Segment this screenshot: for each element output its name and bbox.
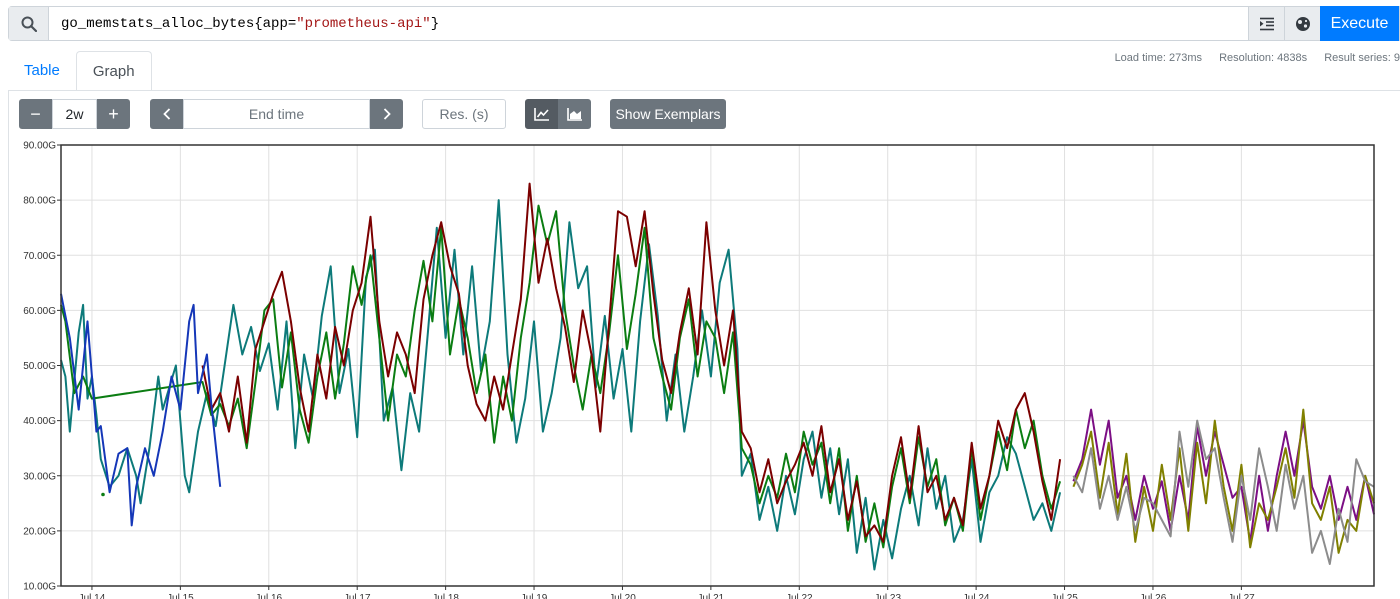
metrics-explorer-icon[interactable] [1284, 7, 1320, 40]
x-tick-label: Jul 23 [874, 593, 901, 599]
series-line-2 [201, 182, 1062, 543]
x-tick-label: Jul 26 [1140, 593, 1167, 599]
metric-name: go_memstats_alloc_bytes [61, 16, 255, 32]
y-tick-label: 80.00G [23, 196, 56, 207]
end-time-input[interactable]: End time [183, 99, 370, 129]
format-icon[interactable] [1248, 7, 1284, 40]
y-tick-label: 90.00G [23, 141, 56, 152]
search-icon[interactable] [9, 7, 49, 40]
x-tick-label: Jul 16 [255, 593, 282, 599]
tab-graph[interactable]: Graph [75, 51, 152, 91]
y-tick-label: 40.00G [23, 416, 56, 427]
series-line-6 [1072, 419, 1375, 565]
y-tick-label: 10.00G [23, 582, 56, 593]
single-point-marker [101, 492, 105, 497]
show-exemplars-button[interactable]: Show Exemplars [610, 99, 726, 129]
range-input[interactable]: 2w [52, 99, 97, 129]
line-chart-icon [533, 108, 549, 121]
x-tick-label: Jul 27 [1228, 593, 1255, 599]
label-name: app [262, 16, 288, 32]
x-tick-label: Jul 24 [963, 593, 990, 599]
graph-panel [8, 90, 1400, 599]
x-tick-label: Jul 17 [344, 593, 371, 599]
execute-button[interactable]: Execute [1320, 6, 1399, 41]
decrease-range-button[interactable]: − [19, 99, 52, 129]
x-tick-label: Jul 18 [432, 593, 459, 599]
plot-frame [60, 144, 1375, 587]
x-tick-label: Jul 20 [609, 593, 636, 599]
y-tick-label: 20.00G [23, 526, 56, 537]
increase-range-button[interactable]: + [97, 99, 130, 129]
chart-grid [61, 144, 1374, 587]
label-value: "prometheus-api" [296, 16, 431, 32]
time-series-chart: 90.00G 80.00G 70.00G 60.00G 50.00G 40.00G 30.0… [23, 141, 1375, 599]
series-line-5 [1072, 408, 1375, 554]
x-tick-label: Jul 19 [521, 593, 548, 599]
chevron-right-icon [383, 108, 391, 120]
x-tick-label: Jul 22 [786, 593, 813, 599]
y-axis: 90.00G 80.00G 70.00G 60.00G 50.00G 40.00G 30.0… [23, 141, 61, 593]
line-chart-button[interactable] [525, 99, 558, 129]
series-line-4 [1072, 408, 1375, 543]
result-series-stat: Result series: 9 [1324, 52, 1400, 64]
chart-series [60, 182, 1375, 571]
series-line-3 [60, 293, 222, 527]
x-tick-label: Jul 14 [79, 593, 106, 599]
tab-table[interactable]: Table [24, 62, 60, 79]
area-chart-icon [566, 108, 582, 121]
x-tick-label: Jul 15 [167, 593, 194, 599]
expression-input-bar: go_memstats_alloc_bytes{app="prometheus-… [8, 6, 1400, 41]
expression-input[interactable]: go_memstats_alloc_bytes{app="prometheus-… [61, 16, 440, 32]
next-time-button[interactable] [370, 99, 403, 129]
x-axis: Jul 14 Jul 15 Jul 16 Jul 17 Jul 18 Jul 19 Jul … [79, 586, 1255, 599]
x-tick-label: Jul 21 [698, 593, 725, 599]
y-tick-label: 70.00G [23, 251, 56, 262]
panel-tabs: Table Graph [8, 51, 152, 91]
previous-time-button[interactable] [150, 99, 183, 129]
x-tick-label: Jul 25 [1051, 593, 1078, 599]
query-stats: Load time: 273ms Resolution: 4838s Resul… [1101, 52, 1400, 64]
load-time: Load time: 273ms [1114, 52, 1202, 64]
y-tick-label: 30.00G [23, 471, 56, 482]
chevron-left-icon [162, 108, 170, 120]
y-tick-label: 60.00G [23, 306, 56, 317]
y-tick-label: 50.00G [23, 361, 56, 372]
resolution-input[interactable]: Res. (s) [422, 99, 506, 129]
stacked-chart-button[interactable] [558, 99, 591, 129]
resolution-stat: Resolution: 4838s [1219, 52, 1308, 64]
